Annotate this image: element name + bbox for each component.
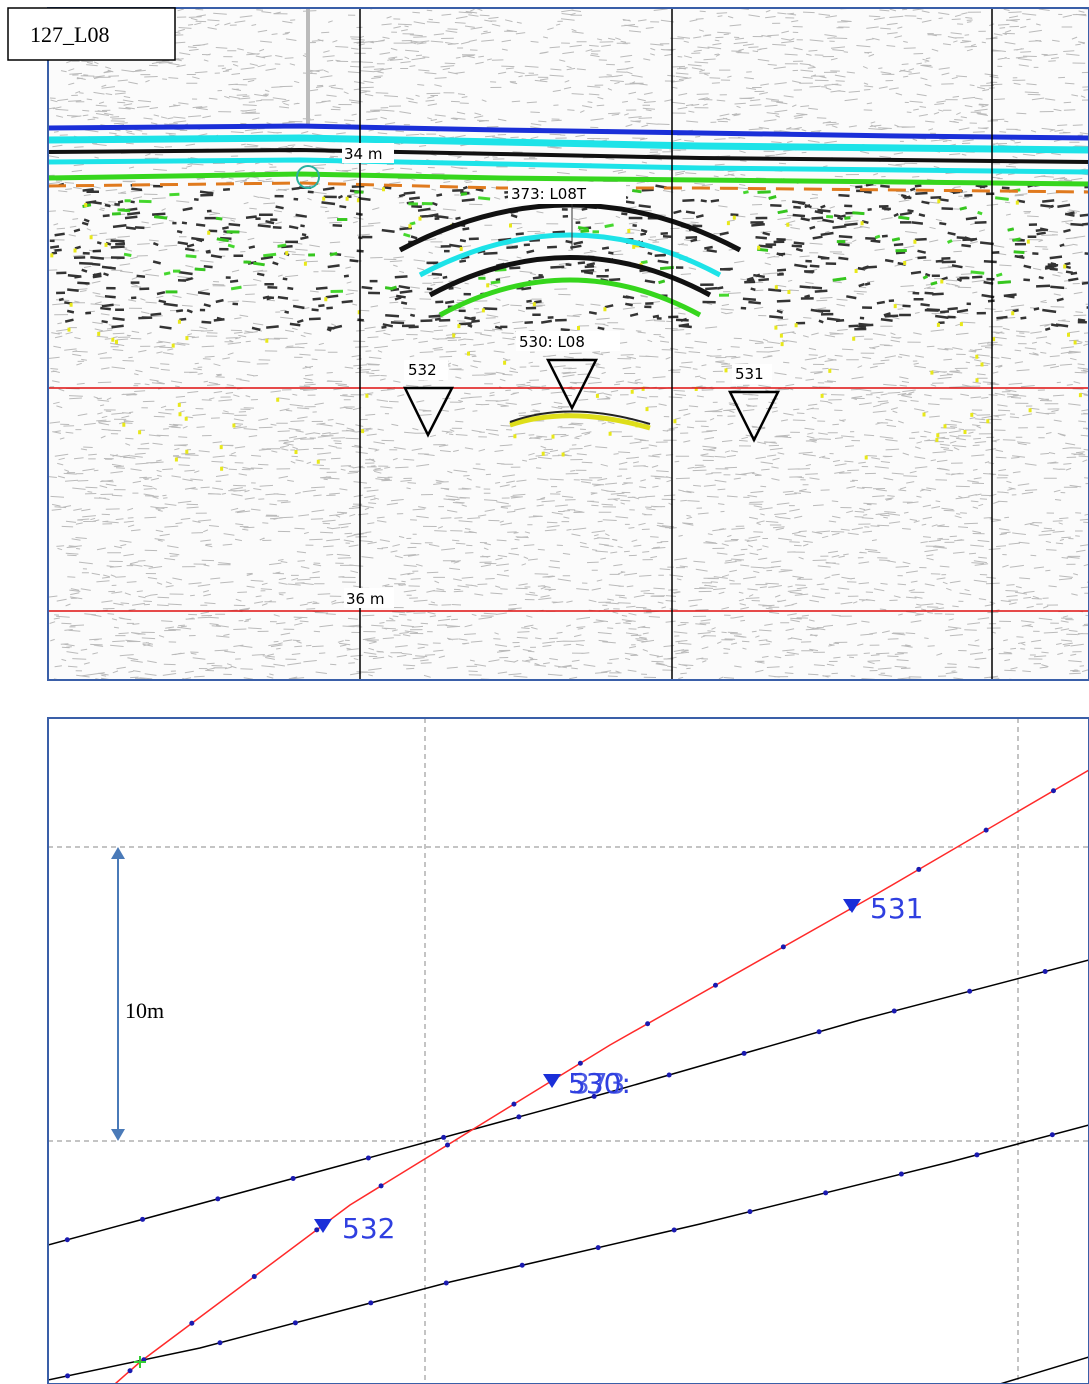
trace-point (967, 989, 972, 994)
trace-point (215, 1196, 220, 1201)
map-marker-label: 531 (870, 892, 923, 925)
depth-label: 34 m (344, 145, 382, 163)
trace-point (984, 828, 989, 833)
trace-point (520, 1263, 525, 1268)
marker-label: 532 (408, 361, 437, 379)
trace-point (916, 867, 921, 872)
marker-label: 531 (735, 365, 764, 383)
map-marker-label: 532 (342, 1212, 395, 1245)
trace-point (742, 1051, 747, 1056)
trace-point (672, 1227, 677, 1232)
trace-point (892, 1009, 897, 1014)
trace-point (1051, 788, 1056, 793)
trace-point (516, 1114, 521, 1119)
trace-point (578, 1061, 583, 1066)
marker-label: 530: L08 (519, 333, 585, 351)
trace-point (781, 944, 786, 949)
trace-point (441, 1135, 446, 1140)
trace-point (511, 1102, 516, 1107)
map-marker-label: 373 (572, 1067, 625, 1100)
trace-point (817, 1029, 822, 1034)
trace-point (747, 1209, 752, 1214)
trace-point (65, 1237, 70, 1242)
trace-point (823, 1190, 828, 1195)
trace-point (444, 1280, 449, 1285)
scale-label: 10m (125, 998, 164, 1023)
map: 10m 531 530: 373 532 (48, 718, 1089, 1384)
trace-point (368, 1300, 373, 1305)
trace-point (314, 1227, 319, 1232)
trace-point (252, 1274, 257, 1279)
trace-point (645, 1021, 650, 1026)
trace-point (899, 1172, 904, 1177)
trace-point (379, 1183, 384, 1188)
figure: 34 m 36 m 373: L08T 532 530: L08 531 127… (0, 0, 1089, 1384)
title: 127_L08 (30, 22, 109, 47)
trace-point (217, 1340, 222, 1345)
trace-point (293, 1320, 298, 1325)
depth-label: 36 m (346, 590, 384, 608)
trace-point (291, 1176, 296, 1181)
map-bg (48, 718, 1089, 1384)
trace-point (596, 1245, 601, 1250)
trace-point (128, 1368, 133, 1373)
trace-point (974, 1152, 979, 1157)
trace-point (140, 1217, 145, 1222)
trace-point (1050, 1132, 1055, 1137)
annotation: 373: L08T (511, 185, 587, 203)
trace-point (189, 1321, 194, 1326)
trace-point (366, 1155, 371, 1160)
radargram: 34 m 36 m 373: L08T 532 530: L08 531 (48, 7, 1089, 682)
trace-point (713, 983, 718, 988)
trace-point (65, 1373, 70, 1378)
trace-point (1043, 969, 1048, 974)
trace-point (445, 1142, 450, 1147)
trace-point (667, 1072, 672, 1077)
